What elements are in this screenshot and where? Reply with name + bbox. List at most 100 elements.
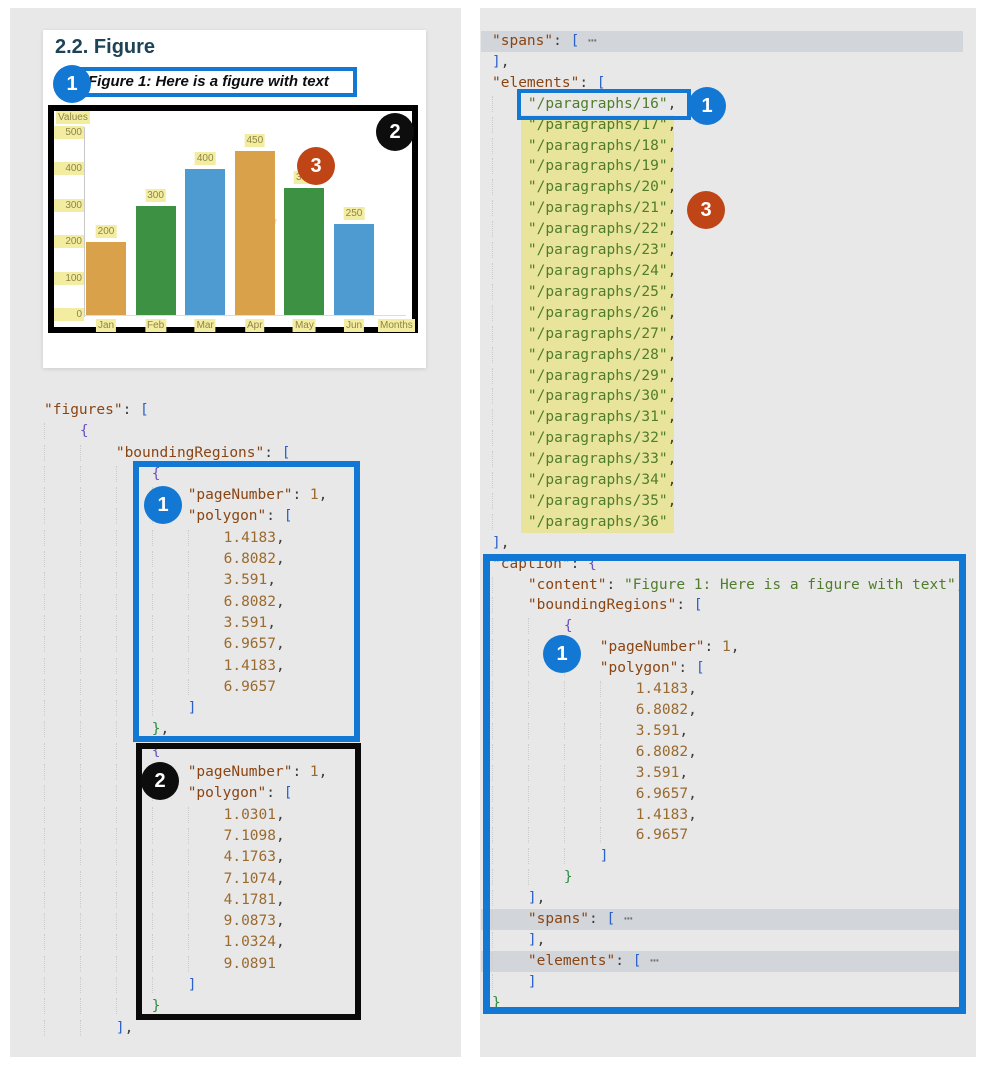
code-line: 6.9657, <box>492 784 964 805</box>
code-line: "/paragraphs/35", <box>492 490 964 512</box>
code-line: "boundingRegions": [ <box>492 595 964 616</box>
callout-3-right-code: 3 <box>687 191 725 229</box>
code-line: "boundingRegions": [ <box>44 443 327 464</box>
code-line: 1.4183, <box>44 528 327 549</box>
chart-x-axis-title: Months <box>378 319 415 332</box>
code-line: 6.8082, <box>492 742 964 763</box>
code-line: "figures": [ <box>44 402 149 418</box>
code-line: "elements": [ <box>492 74 606 91</box>
code-line: "/paragraphs/24", <box>492 260 964 282</box>
chart-y-tick-label: 0 <box>54 308 84 321</box>
code-line: "/paragraphs/33", <box>492 449 964 470</box>
figures-json-code: "figures": [ { "boundingRegions": [ { "p… <box>44 400 327 1039</box>
code-line: 7.1074, <box>44 869 327 890</box>
code-line: 6.8082, <box>492 700 964 721</box>
callout-1-left-code: 1 <box>144 486 182 524</box>
code-line: ] <box>492 846 964 867</box>
code-line: 7.1098, <box>44 826 327 847</box>
code-line: ] <box>492 972 964 993</box>
code-line: "polygon": [ <box>44 506 327 527</box>
chart-y-tick-label: 300 <box>54 198 84 212</box>
code-line: 1.0324, <box>44 932 327 953</box>
figure-caption-highlight-box: Figure 1: Here is a figure with text <box>76 67 357 97</box>
code-line: 1.0301, <box>44 805 327 826</box>
chart-value-label: 300 <box>145 188 166 202</box>
code-line: 3.591, <box>492 763 964 784</box>
code-line: { <box>44 421 327 442</box>
chart-x-tick-label: Mar <box>194 319 216 332</box>
chart-value-label: 450 <box>244 134 266 148</box>
code-line: ], <box>44 1018 327 1039</box>
chart-bar-jun <box>334 224 374 315</box>
code-line: "/paragraphs/32", <box>492 428 964 450</box>
code-line: "/paragraphs/36" <box>492 511 964 533</box>
code-line: "pageNumber": 1, <box>44 485 327 506</box>
code-line: ] <box>44 698 327 719</box>
chart-bar-may <box>284 187 325 315</box>
chart-y-tick-label: 400 <box>54 162 84 176</box>
code-line: 6.8082, <box>44 592 327 613</box>
code-line: "/paragraphs/25", <box>492 281 964 303</box>
chart-y-tick-label: 200 <box>54 235 84 249</box>
code-line: "elements": [ ⋯ <box>480 950 964 972</box>
code-line: 1.4183, <box>492 805 964 826</box>
code-line: "/paragraphs/18", <box>492 135 964 157</box>
code-line: 6.9657 <box>492 825 964 846</box>
code-line: ], <box>492 53 510 70</box>
chart-x-tick-label: Jun <box>343 319 365 332</box>
callout-1-caption: 1 <box>53 65 91 103</box>
code-line: "/paragraphs/27", <box>492 323 964 345</box>
code-line: ], <box>492 534 510 551</box>
chart-y-axis-line <box>84 127 85 317</box>
chart-x-tick-label: Jan <box>95 319 117 332</box>
chart-x-tick-label: May <box>292 319 316 332</box>
chart-baseline <box>84 315 406 316</box>
code-line: 6.8082, <box>44 549 327 570</box>
code-line: "/paragraphs/22", <box>492 219 964 240</box>
code-line: 3.591, <box>44 613 327 634</box>
code-line: "/paragraphs/29", <box>492 365 964 387</box>
code-line: 3.591, <box>492 721 964 742</box>
code-line: "/paragraphs/34", <box>492 470 964 491</box>
chart-value-label: 200 <box>95 225 117 239</box>
chart-value-label: 400 <box>194 152 216 166</box>
code-line: 4.1781, <box>44 890 327 911</box>
figure-caption-text: Figure 1: Here is a figure with text <box>88 73 329 90</box>
figure-bounding-box: Values 0 100 200 300 400 500 200 Jan 300 Feb 400 Mar… <box>48 105 418 333</box>
code-line: 1.4183, <box>44 656 327 677</box>
code-line: "polygon": [ <box>44 783 327 804</box>
code-line: } <box>44 996 327 1017</box>
chart-bar-apr <box>234 151 275 315</box>
figure-detail-json-code: "spans": [ ⋯], "elements": [ "/paragraphs… <box>480 31 964 1014</box>
bar-chart: Values 0 100 200 300 400 500 200 Jan 300 Feb 400 Mar… <box>54 111 415 332</box>
code-line: } <box>492 994 501 1011</box>
chart-y-tick-label: 100 <box>54 271 84 285</box>
code-line: ], <box>492 930 964 951</box>
code-line: 9.0873, <box>44 911 327 932</box>
callout-3-chart: 3 <box>297 147 335 185</box>
code-line: "polygon": [ <box>492 658 964 679</box>
code-line: 1.4183, <box>492 679 964 700</box>
code-line: "/paragraphs/28", <box>492 344 964 366</box>
chart-y-axis-title: Values <box>56 111 90 124</box>
code-line: ], <box>492 888 964 909</box>
code-line: 6.9657 <box>44 677 327 698</box>
code-line: "/paragraphs/21", <box>492 198 964 220</box>
code-line: "/paragraphs/19", <box>492 156 964 178</box>
code-line: "content": "Figure 1: Here is a figure w… <box>492 575 964 596</box>
chart-value-label: 250 <box>343 207 365 220</box>
callout-2-left-code: 2 <box>141 762 179 800</box>
chart-y-tick-label: 500 <box>54 126 84 139</box>
code-line: { <box>44 464 327 485</box>
chart-x-tick-label: Apr <box>245 319 265 332</box>
code-line: ] <box>44 975 327 996</box>
chart-bar-mar <box>185 169 226 315</box>
code-line: 9.0891 <box>44 954 327 975</box>
code-line: "/paragraphs/17", <box>492 114 964 136</box>
code-line: "caption": { <box>492 555 597 572</box>
code-line: "/paragraphs/31", <box>492 407 964 429</box>
code-line: "spans": [ ⋯ <box>480 909 964 930</box>
code-line: { <box>44 741 327 762</box>
chart-x-tick-label: Feb <box>144 319 167 332</box>
